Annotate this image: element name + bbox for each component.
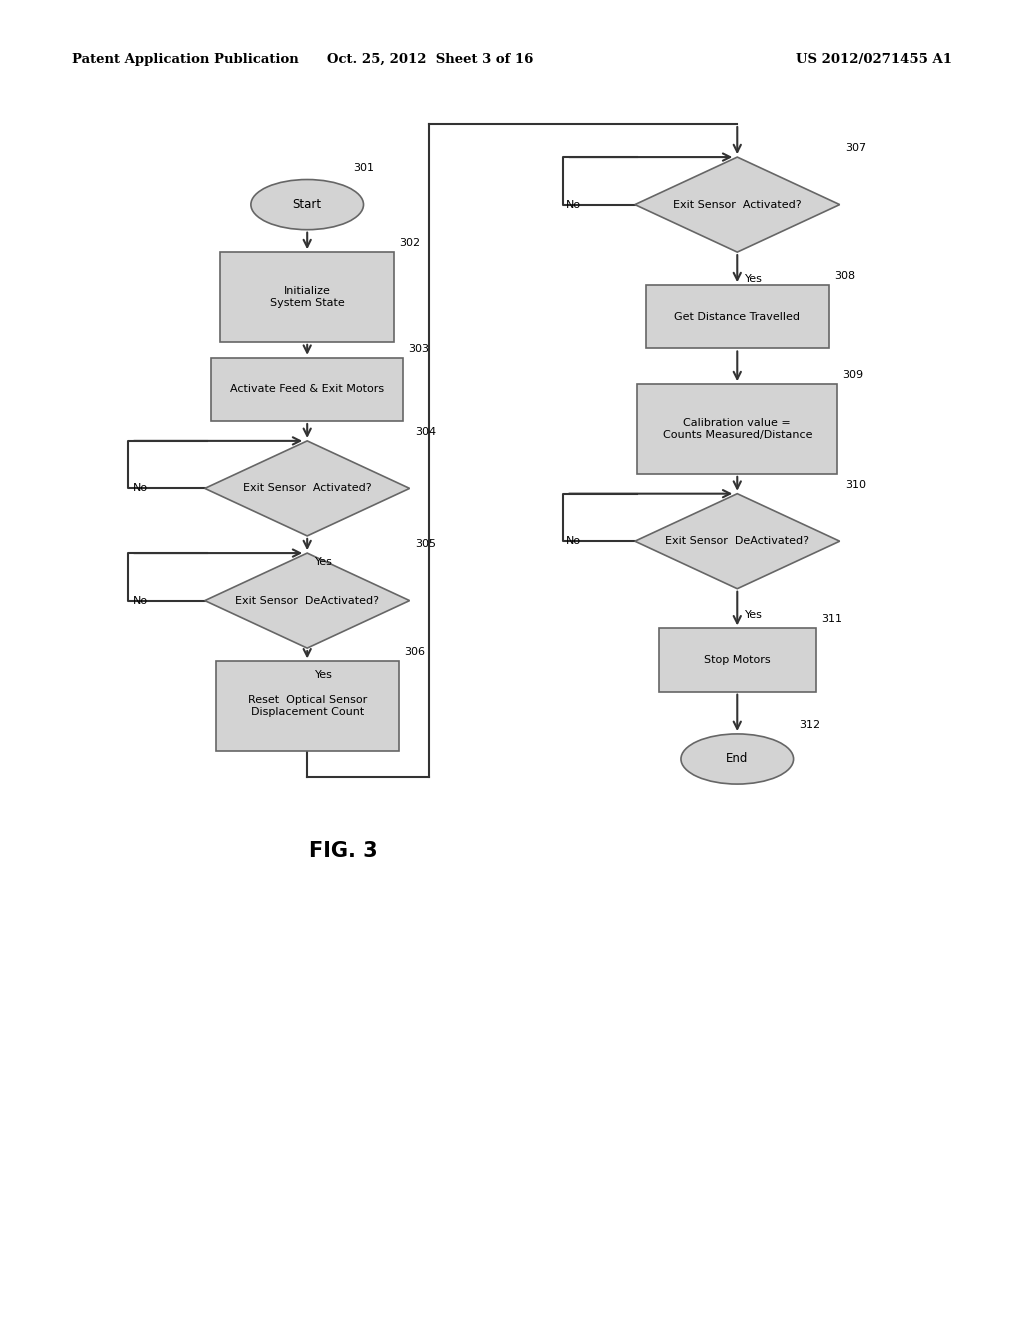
Text: Get Distance Travelled: Get Distance Travelled — [674, 312, 801, 322]
Text: 312: 312 — [799, 719, 820, 730]
Text: 302: 302 — [399, 238, 421, 248]
Text: Calibration value =
Counts Measured/Distance: Calibration value = Counts Measured/Dist… — [663, 418, 812, 440]
Bar — [646, 285, 828, 348]
Text: End: End — [726, 752, 749, 766]
Polygon shape — [635, 494, 840, 589]
Bar — [220, 252, 394, 342]
Polygon shape — [205, 553, 410, 648]
Text: Initialize
System State: Initialize System State — [270, 286, 344, 308]
Text: No: No — [133, 595, 148, 606]
Text: Reset  Optical Sensor
Displacement Count: Reset Optical Sensor Displacement Count — [248, 696, 367, 717]
Text: Yes: Yes — [745, 273, 763, 284]
Bar — [216, 661, 398, 751]
Text: Exit Sensor  Activated?: Exit Sensor Activated? — [673, 199, 802, 210]
Ellipse shape — [681, 734, 794, 784]
Text: 301: 301 — [353, 162, 375, 173]
Ellipse shape — [251, 180, 364, 230]
Text: US 2012/0271455 A1: US 2012/0271455 A1 — [797, 53, 952, 66]
Text: 307: 307 — [845, 143, 866, 153]
Text: Stop Motors: Stop Motors — [703, 655, 771, 665]
Polygon shape — [635, 157, 840, 252]
Text: 308: 308 — [834, 271, 855, 281]
Text: 303: 303 — [408, 343, 429, 354]
Text: FIG. 3: FIG. 3 — [308, 841, 378, 862]
Text: Yes: Yes — [315, 669, 333, 680]
Text: Yes: Yes — [315, 557, 333, 568]
Text: Yes: Yes — [745, 610, 763, 620]
Text: 311: 311 — [821, 614, 842, 624]
Text: 306: 306 — [403, 647, 425, 657]
Text: Oct. 25, 2012  Sheet 3 of 16: Oct. 25, 2012 Sheet 3 of 16 — [327, 53, 534, 66]
Polygon shape — [205, 441, 410, 536]
Text: Exit Sensor  Activated?: Exit Sensor Activated? — [243, 483, 372, 494]
Text: Exit Sensor  DeActivated?: Exit Sensor DeActivated? — [236, 595, 379, 606]
Text: 310: 310 — [845, 479, 866, 490]
Text: No: No — [566, 536, 582, 546]
Text: Exit Sensor  DeActivated?: Exit Sensor DeActivated? — [666, 536, 809, 546]
Bar — [659, 628, 815, 692]
Bar — [211, 358, 402, 421]
Text: 304: 304 — [415, 426, 436, 437]
Text: 309: 309 — [843, 370, 863, 380]
Text: No: No — [566, 199, 582, 210]
Text: Start: Start — [293, 198, 322, 211]
Bar — [637, 384, 838, 474]
Text: No: No — [133, 483, 148, 494]
Text: Activate Feed & Exit Motors: Activate Feed & Exit Motors — [230, 384, 384, 395]
Text: Patent Application Publication: Patent Application Publication — [72, 53, 298, 66]
Text: 305: 305 — [415, 539, 436, 549]
